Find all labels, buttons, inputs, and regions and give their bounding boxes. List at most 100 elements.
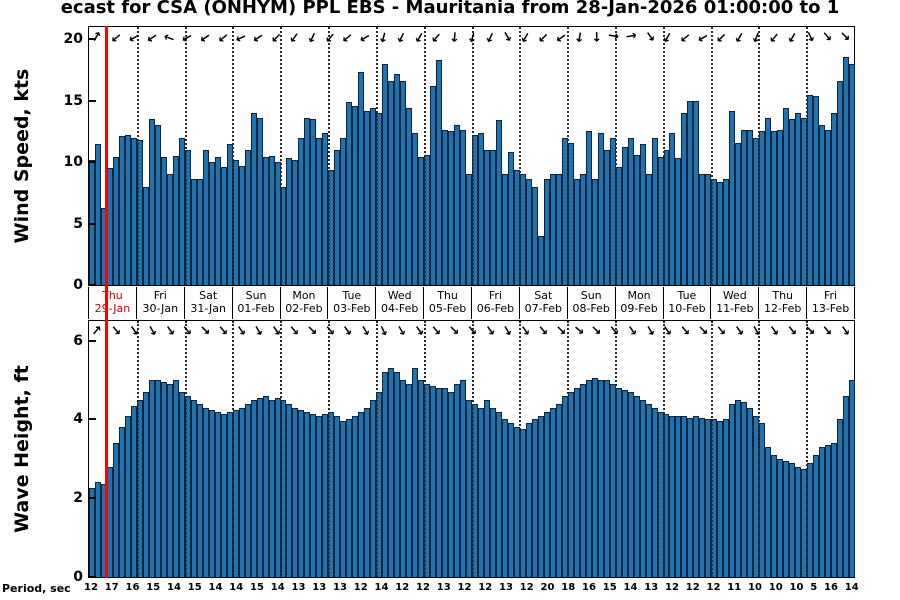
wind-bar <box>220 167 227 285</box>
wind-direction-arrow: → <box>374 29 392 45</box>
period-value: 12 <box>478 582 493 593</box>
day-gridline <box>471 321 474 577</box>
wave-bar <box>166 384 173 577</box>
y-tick-mark <box>89 284 96 286</box>
wave-bar <box>208 409 215 577</box>
wind-direction-arrow: → <box>88 28 107 46</box>
wind-bar <box>89 159 95 285</box>
period-value: 16 <box>125 582 140 593</box>
wind-bar <box>370 108 377 285</box>
wave-direction-arrow: → <box>337 321 357 340</box>
wave-bar <box>316 415 323 577</box>
day-gridline <box>232 321 235 577</box>
day-gridline <box>806 27 809 285</box>
wave-bar <box>118 427 125 577</box>
wind-bar <box>94 143 101 285</box>
wind-bar <box>334 149 341 285</box>
wind-bar <box>178 137 185 285</box>
wave-bar <box>819 447 826 577</box>
wind-bar <box>837 81 844 285</box>
wind-bar <box>639 143 646 285</box>
wave-direction-arrow: → <box>515 321 535 340</box>
wave-bar <box>352 415 359 577</box>
date-label: 10-Feb <box>668 302 706 315</box>
period-value: 15 <box>146 582 161 593</box>
wind-direction-arrow: → <box>711 28 730 47</box>
wave-direction-arrow: → <box>640 322 659 340</box>
wind-bar <box>226 143 233 285</box>
day-gridline <box>184 27 187 285</box>
day-gridline <box>710 27 713 285</box>
period-value: 14 <box>374 582 389 593</box>
weekday-label: Tue <box>342 289 362 302</box>
wind-direction-arrow: → <box>551 28 570 47</box>
wave-bar <box>483 399 490 577</box>
wind-bar <box>747 130 754 285</box>
wind-bar <box>501 174 508 285</box>
wave-bar <box>699 417 706 577</box>
wave-direction-arrow: → <box>747 322 766 340</box>
wind-direction-arrow: → <box>338 28 357 47</box>
wave-bar <box>322 413 329 577</box>
wind-bar <box>292 159 299 285</box>
period-value: 14 <box>229 582 244 593</box>
wind-bar <box>400 81 407 285</box>
weekday-label: Wed <box>387 289 412 302</box>
period-value: 12 <box>706 582 721 593</box>
period-value: 12 <box>685 582 700 593</box>
wind-bar <box>418 157 425 285</box>
wind-bar <box>250 113 257 285</box>
wave-bar <box>765 447 772 577</box>
wind-direction-arrows-row: → → → → → → → → → → → → → → → → → → → → → → → → → → → → → → → → → → → → → → → →… <box>88 27 854 47</box>
period-value: 15 <box>602 582 617 593</box>
wind-direction-arrow: → <box>356 28 374 47</box>
wind-direction-arrow: → <box>142 28 161 47</box>
wave-bar <box>442 387 449 577</box>
wave-direction-arrow: → <box>177 321 197 340</box>
y-tick-label: 4 <box>73 411 83 428</box>
wind-bar <box>549 174 556 285</box>
wind-bar <box>352 105 359 285</box>
wind-bar <box>819 125 826 285</box>
wave-bar <box>831 443 838 577</box>
day-gridline <box>328 27 331 285</box>
y-tick-mark <box>89 576 96 578</box>
wave-bar <box>537 415 544 577</box>
day-label: Wed 11-Feb <box>711 287 760 319</box>
wave-bar <box>573 387 580 577</box>
wind-bar <box>346 101 353 285</box>
wind-bar <box>483 149 490 285</box>
wind-bar <box>825 130 832 285</box>
wave-bar <box>747 407 754 577</box>
wave-bar <box>190 399 197 577</box>
wave-bar <box>837 419 844 577</box>
y-tick-label: 5 <box>73 215 83 232</box>
wind-direction-arrow: → <box>498 28 517 46</box>
date-label: 09-Feb <box>620 302 658 315</box>
wave-bar <box>178 391 185 577</box>
period-value: 13 <box>291 582 306 593</box>
wind-speed-axis-label: Wind Speed, kts <box>11 68 33 244</box>
wave-bar <box>334 415 341 577</box>
wave-bar <box>501 419 508 577</box>
wave-height-axis-label: Wave Height, ft <box>11 365 33 533</box>
wind-bar <box>645 174 652 285</box>
wind-bar <box>202 149 209 285</box>
wave-bar <box>89 488 95 577</box>
wave-bar <box>651 407 658 577</box>
weekday-label: Thu <box>772 289 794 302</box>
wind-direction-arrow: → <box>747 29 766 45</box>
wind-bar <box>573 179 580 285</box>
wave-direction-arrow: → <box>675 321 695 340</box>
period-value: 20 <box>540 582 555 593</box>
day-label: Mon 09-Feb <box>616 287 664 319</box>
wind-bar <box>675 158 682 285</box>
y-tick-label: 0 <box>73 569 83 585</box>
day-label: Thu 05-Feb <box>424 287 472 319</box>
wave-bar <box>394 372 401 577</box>
wave-bar <box>687 417 694 577</box>
date-label: 06-Feb <box>476 302 515 315</box>
wind-direction-arrow: → <box>675 28 694 47</box>
wave-direction-arrow: → <box>658 321 677 340</box>
wind-direction-arrow: → <box>161 28 177 47</box>
